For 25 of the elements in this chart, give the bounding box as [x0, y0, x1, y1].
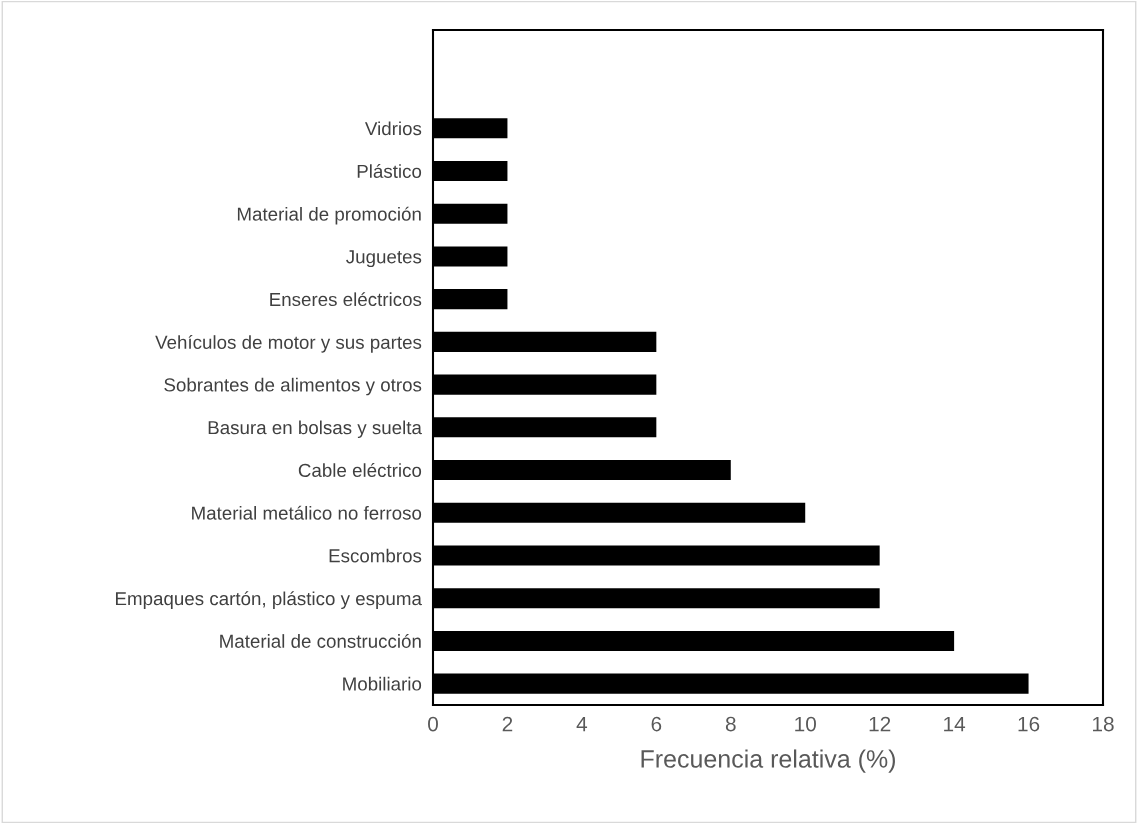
- x-tick-label: 4: [576, 716, 588, 732]
- x-tick-label: 0: [428, 716, 438, 732]
- x-tick-label: 2: [502, 716, 513, 732]
- y-tick-label: Mobiliario: [343, 676, 422, 691]
- y-tick-label: Material de construcción: [220, 633, 421, 648]
- y-tick-label: Material metálico no ferroso: [192, 505, 422, 520]
- y-tick-label: Empaques cartón, plástico y espuma: [115, 591, 422, 609]
- x-tick-label: 14: [944, 716, 966, 732]
- y-tick-label: Vehículos de motor y sus partes: [155, 334, 422, 353]
- y-tick-label: Cable eléctrico: [298, 463, 422, 478]
- x-tick-label: 6: [651, 716, 662, 732]
- y-tick-label: Sobrantes de alimentos y otros: [164, 377, 422, 396]
- y-tick-label: Enseres eléctricos: [270, 292, 422, 307]
- y-tick-label: Basura en bolsas y suelta: [208, 420, 422, 438]
- y-tick-label: Juguetes: [346, 250, 422, 268]
- x-tick-label: 8: [725, 716, 736, 732]
- x-tick-label: 18: [1093, 716, 1114, 732]
- x-tick-label: 10: [795, 716, 816, 732]
- y-tick-label: Escombros: [329, 548, 422, 563]
- y-tick-label: Material de promoción: [237, 206, 421, 225]
- x-tick-label: 12: [869, 716, 891, 732]
- y-tick-label: Plástico: [357, 163, 422, 178]
- x-axis-title: Frecuencia relativa (%): [641, 749, 895, 773]
- x-tick-label: 16: [1018, 716, 1040, 732]
- y-tick-label: Vidrios: [364, 121, 422, 136]
